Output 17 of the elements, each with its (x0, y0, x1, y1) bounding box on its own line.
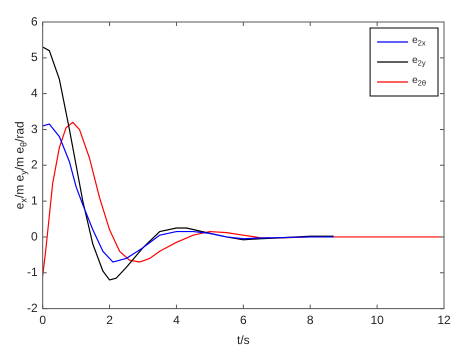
y-axis-title: ex/m ey/m eθ/rad (12, 121, 29, 210)
y-tick-label: -2 (27, 300, 38, 315)
y-tick-label: 0 (30, 229, 38, 244)
y-tick-label: 1 (30, 193, 38, 208)
y-tick-label: 5 (30, 50, 38, 64)
x-tick-label: 8 (306, 313, 314, 328)
x-axis-title: t/s (237, 332, 250, 347)
y-tick-label: 3 (30, 122, 38, 136)
x-tick-label: 6 (240, 313, 247, 328)
y-tick-label: 4 (30, 86, 38, 100)
x-tick-label: 4 (173, 313, 180, 328)
y-tick-label: -1 (27, 265, 38, 280)
x-tick-label: 10 (370, 313, 384, 328)
x-tick-label: 12 (437, 313, 451, 328)
y-tick-label: 6 (30, 14, 38, 28)
x-tick-label: 2 (106, 313, 114, 328)
y-tick-label: 2 (30, 158, 38, 172)
